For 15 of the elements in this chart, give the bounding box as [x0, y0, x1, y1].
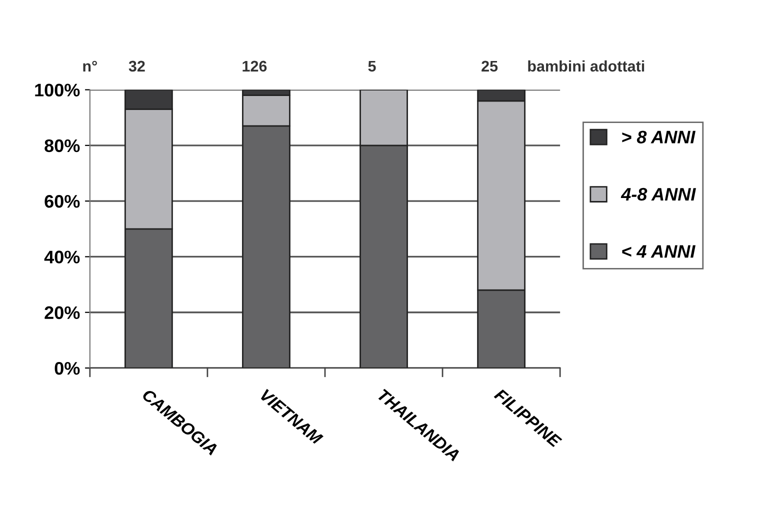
text: 25	[482, 60, 498, 72]
y-tick-label: 0%	[54, 362, 80, 375]
legend-label: < 4 ANNI	[622, 245, 696, 258]
text: 126	[242, 60, 267, 72]
text: 32	[128, 60, 145, 72]
legend-label: > 8 ANNI	[622, 130, 696, 144]
text: 5	[368, 60, 376, 72]
legend-label: 4-8 ANNI	[620, 188, 696, 201]
text: n°	[83, 60, 97, 72]
y-tick-label: 100%	[35, 84, 80, 96]
y-tick-label: 80%	[44, 139, 80, 152]
y-tick-label: 40%	[44, 250, 80, 264]
y-tick-label: 20%	[44, 306, 80, 320]
text: bambini adottati	[528, 60, 644, 72]
y-tick-label: 60%	[44, 194, 80, 208]
